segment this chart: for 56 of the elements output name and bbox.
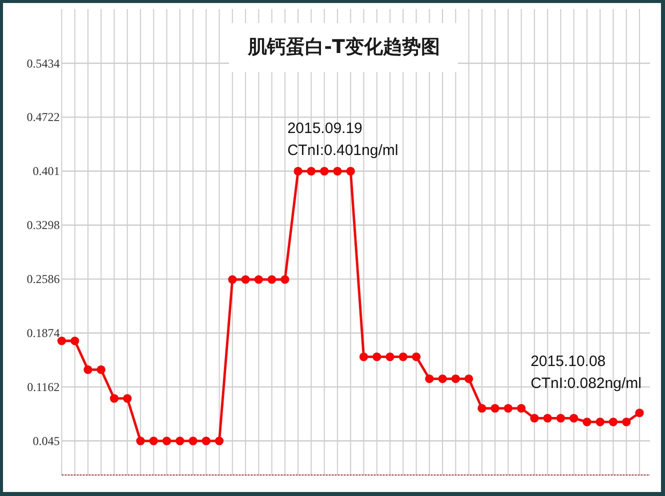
point xyxy=(254,275,263,284)
point xyxy=(451,374,460,384)
point xyxy=(176,436,184,446)
point xyxy=(280,275,290,284)
point xyxy=(412,352,421,362)
point xyxy=(490,404,500,413)
point xyxy=(608,418,618,426)
point xyxy=(136,436,145,446)
point xyxy=(582,418,592,426)
point xyxy=(202,436,210,446)
point xyxy=(123,394,132,403)
point xyxy=(425,374,434,384)
point xyxy=(622,418,631,426)
point xyxy=(84,365,92,374)
point xyxy=(268,275,276,284)
point xyxy=(346,166,355,176)
point xyxy=(398,352,408,362)
point xyxy=(241,275,250,284)
point xyxy=(556,414,566,422)
point xyxy=(530,414,539,422)
point xyxy=(517,404,526,413)
point xyxy=(306,166,316,176)
point xyxy=(320,166,329,176)
point xyxy=(570,414,578,422)
y-tick-label: 0.2586 xyxy=(26,272,60,286)
y-tick-label: 0.5434 xyxy=(26,56,60,70)
point xyxy=(596,418,604,426)
annotation: 2015.10.08 CTnI:0.082ng/ml xyxy=(530,352,642,392)
annotation: 2015.09.19 CTnI:0.401ng/ml xyxy=(287,120,398,160)
point xyxy=(110,394,119,403)
point xyxy=(359,352,368,362)
point xyxy=(96,365,106,374)
point xyxy=(504,404,512,413)
point xyxy=(372,352,382,362)
point xyxy=(294,166,302,176)
y-tick-label: 0.401 xyxy=(32,164,60,178)
point xyxy=(438,374,447,384)
point xyxy=(478,404,486,413)
point xyxy=(70,336,80,346)
point xyxy=(333,166,342,176)
point xyxy=(543,414,552,422)
y-tick-label: 0.4722 xyxy=(26,110,60,124)
point xyxy=(188,436,198,446)
point xyxy=(214,436,224,446)
point xyxy=(228,275,237,284)
point xyxy=(57,336,66,346)
point xyxy=(149,436,158,446)
y-tick-label: 0.1874 xyxy=(26,326,60,340)
y-tick-label: 0.1162 xyxy=(27,380,60,394)
point xyxy=(162,436,172,446)
point xyxy=(464,374,474,384)
y-tick-label: 0.045 xyxy=(32,434,60,448)
point xyxy=(386,352,394,362)
point xyxy=(635,408,644,418)
title: 肌钙蛋白-T变化趋势图 xyxy=(229,23,458,72)
y-tick-label: 0.3298 xyxy=(26,218,60,232)
